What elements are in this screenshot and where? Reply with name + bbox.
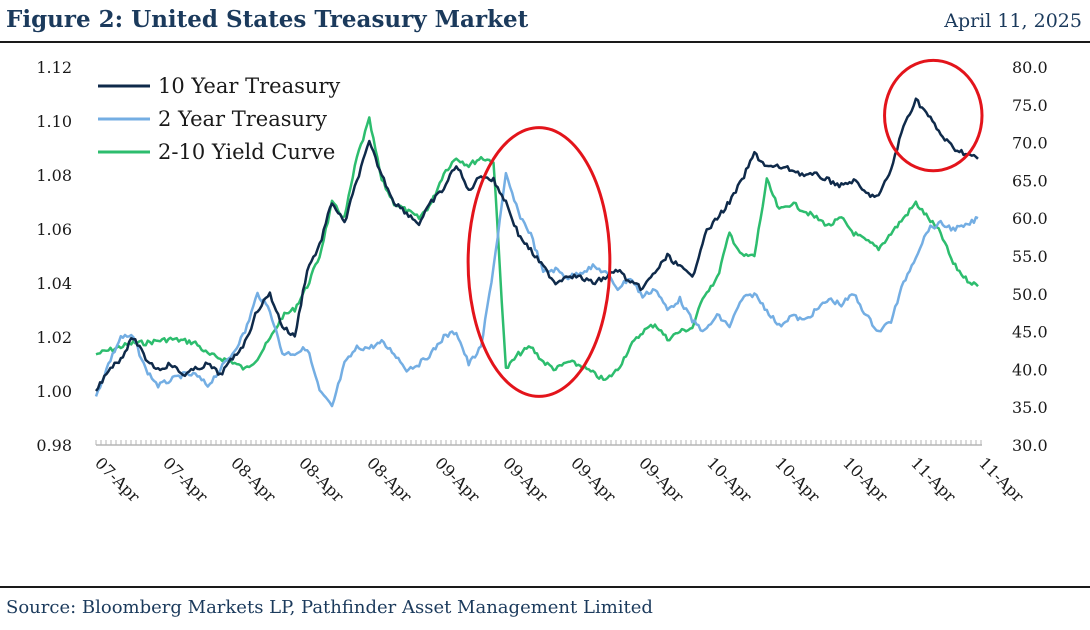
y-right-tick-label: 55.0 [1012,247,1048,266]
top-rule [0,41,1090,43]
x-tick-label: 09-Apr [567,453,620,506]
header: Figure 2: United States Treasury Market … [0,0,1090,42]
treasury-chart: 0.98 1.00 1.02 1.04 1.06 1.08 1.10 1.12 30.0 35.0… [36,58,1048,506]
y-left-tick-label: 1.00 [36,382,72,401]
y-left-tick-label: 0.98 [36,436,72,455]
figure-title: Figure 2: United States Treasury Market [6,6,529,33]
y-left-tick-label: 1.12 [36,58,72,77]
y-right-tick-label: 60.0 [1012,209,1048,228]
y-left-tick-label: 1.10 [36,112,72,131]
y-right-tick-label: 70.0 [1012,134,1048,153]
y-right-tick-label: 75.0 [1012,96,1048,115]
y-right-tick-label: 35.0 [1012,398,1048,417]
x-tick-label: 11-Apr [907,453,960,506]
highlight-ellipse [883,58,984,173]
series-2-year-treasury-line [94,171,979,408]
x-tick-label: 09-Apr [635,453,688,506]
y-left-tick-label: 1.02 [36,328,72,347]
x-tick-label: 09-Apr [499,453,552,506]
highlight-ellipse [466,126,612,398]
legend-label: 2-10 Yield Curve [158,140,335,164]
y-right-tick-label: 30.0 [1012,436,1048,455]
x-tick-label: 09-Apr [431,453,484,506]
x-tick-label: 08-Apr [363,453,416,506]
x-tick-label: 08-Apr [227,453,280,506]
bottom-rule [0,586,1090,588]
source-note: Source: Bloomberg Markets LP, Pathfinder… [6,597,653,618]
x-tick-label: 10-Apr [771,453,824,506]
y-right-tick-label: 80.0 [1012,58,1048,77]
report-date: April 11, 2025 [944,10,1082,32]
y-left-tick-label: 1.04 [36,274,72,293]
series-2-10-yield-curve-line [95,116,979,381]
x-tick-label: 11-Apr [975,453,1028,506]
y-left-tick-label: 1.06 [36,220,72,239]
y-right-tick-label: 65.0 [1012,171,1048,190]
legend-label: 10 Year Treasury [158,74,340,98]
x-tick-label: 10-Apr [839,453,892,506]
y-right-tick-label: 50.0 [1012,285,1048,304]
x-tick-label: 07-Apr [159,453,212,506]
series-10-year-treasury-line [95,97,979,392]
x-tick-label: 10-Apr [703,453,756,506]
y-right-tick-label: 45.0 [1012,323,1048,342]
y-left-tick-label: 1.08 [36,166,72,185]
x-tick-label: 08-Apr [295,453,348,506]
x-tick-label: 07-Apr [91,453,144,506]
y-right-tick-label: 40.0 [1012,360,1048,379]
legend-label: 2 Year Treasury [158,107,327,131]
